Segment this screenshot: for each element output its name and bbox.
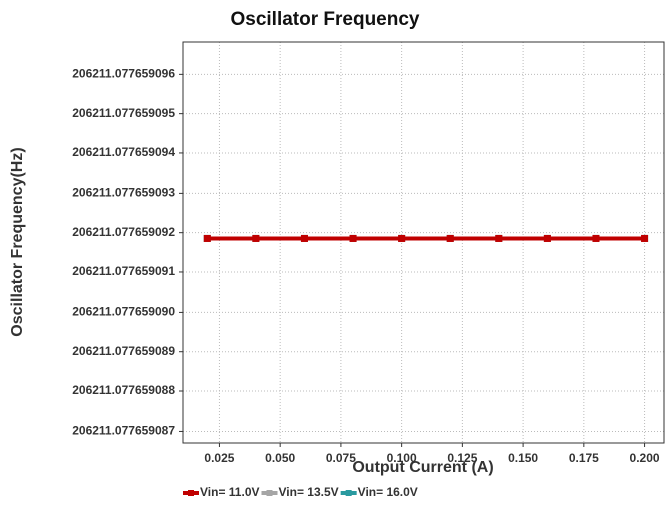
y-tick-label: 206211.077659096	[72, 67, 175, 81]
y-tick-label: 206211.077659087	[72, 424, 175, 438]
x-tick-label: 0.150	[508, 451, 538, 465]
marker	[300, 234, 308, 242]
y-tick-label: 206211.077659092	[72, 225, 175, 239]
x-tick-label: 0.125	[447, 451, 477, 465]
y-tick-label: 206211.077659090	[72, 305, 175, 319]
legend-label: Vin= 16.0V	[358, 485, 418, 499]
marker	[592, 234, 600, 242]
y-tick-label: 206211.077659093	[72, 186, 175, 200]
marker	[252, 234, 260, 242]
marker	[349, 234, 357, 242]
marker	[641, 234, 649, 242]
x-tick-label: 0.075	[326, 451, 356, 465]
y-tick-label: 206211.077659094	[72, 145, 175, 159]
marker	[398, 234, 406, 242]
x-tick-label: 0.100	[387, 451, 417, 465]
x-tick-label: 0.050	[265, 451, 295, 465]
plot-frame	[182, 41, 665, 444]
marker	[446, 234, 454, 242]
legend-label: Vin= 13.5V	[279, 485, 339, 499]
y-tick-label: 206211.077659091	[72, 264, 175, 278]
y-axis-label: Oscillator Frequency(Hz)	[9, 147, 26, 336]
y-tick-label: 206211.077659095	[72, 106, 175, 120]
legend-marker	[266, 490, 273, 496]
x-axis-label: Output Current (A)	[352, 459, 493, 476]
y-tick-label: 206211.077659088	[72, 383, 175, 397]
legend-marker	[345, 490, 352, 496]
legend-marker	[188, 490, 194, 496]
chart-title: Oscillator Frequency	[230, 9, 419, 30]
marker	[543, 234, 551, 242]
x-tick-label: 0.175	[569, 451, 599, 465]
x-tick-label: 0.025	[204, 451, 234, 465]
legend-label: Vin= 11.0V	[200, 485, 260, 499]
y-tick-label: 206211.077659089	[72, 344, 175, 358]
x-tick-label: 0.200	[630, 451, 660, 465]
marker	[495, 234, 503, 242]
marker	[203, 234, 211, 242]
